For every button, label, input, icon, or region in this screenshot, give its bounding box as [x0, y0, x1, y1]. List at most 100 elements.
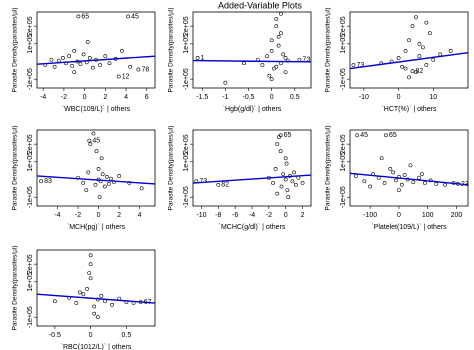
- x-tick-label: -10: [196, 212, 206, 219]
- point: [106, 182, 111, 186]
- y-axis-label: Parasite Density(parasites/µl): [12, 7, 19, 92]
- point: [274, 64, 279, 69]
- labeled-point: [87, 138, 92, 143]
- point: [379, 156, 384, 161]
- x-tick-label: 4: [124, 94, 128, 101]
- point: [108, 176, 113, 181]
- x-tick-label: 0.5: [122, 332, 132, 339]
- point: [88, 142, 93, 147]
- point: [92, 304, 97, 309]
- fit-line: [192, 174, 312, 184]
- point: [92, 311, 97, 316]
- point: [283, 177, 288, 182]
- point: [128, 64, 133, 69]
- point: [279, 11, 283, 16]
- point: [96, 166, 101, 171]
- point: [391, 170, 396, 175]
- point: [242, 61, 246, 66]
- point: [93, 182, 98, 187]
- point: [396, 56, 401, 60]
- point: [85, 40, 90, 44]
- labeled-point: [76, 14, 81, 19]
- point: [382, 181, 387, 185]
- point: [411, 180, 416, 185]
- point: [81, 52, 86, 57]
- point-label: 73: [302, 57, 310, 64]
- point: [84, 188, 89, 192]
- labeled-point: [216, 182, 221, 187]
- point: [286, 195, 291, 200]
- point: [417, 175, 421, 180]
- labeled-point: [351, 63, 356, 67]
- point: [403, 48, 408, 53]
- x-tick-label: -2: [75, 212, 81, 219]
- point: [431, 57, 436, 62]
- point: [127, 181, 132, 185]
- y-tick-label: -1e+05: [27, 306, 34, 328]
- x-tick-label: -1: [222, 94, 228, 101]
- point: [424, 20, 429, 25]
- point: [90, 65, 95, 70]
- point: [427, 31, 432, 36]
- labeled-point: [126, 14, 130, 19]
- point: [281, 172, 286, 177]
- point: [269, 38, 274, 43]
- point: [285, 188, 290, 192]
- x-tick-label: 0: [397, 94, 401, 101]
- x-tick-label: 0: [284, 212, 288, 219]
- point: [292, 170, 297, 175]
- plot-frame: [36, 11, 156, 89]
- x-tick-label: -2: [61, 94, 67, 101]
- labeled-point: [410, 69, 415, 74]
- y-tick-label: -1e+05: [340, 186, 347, 208]
- y-tick-label: 2e+05: [27, 16, 34, 36]
- point: [420, 172, 424, 177]
- plot-frame: [36, 249, 156, 327]
- point-label: 73: [356, 62, 364, 69]
- point: [117, 174, 121, 178]
- point: [394, 178, 398, 183]
- x-axis-label: `WBC(109/L)` | others: [62, 106, 131, 113]
- y-tick-label: 1e+05: [340, 152, 347, 172]
- figure-title: Added-Variable Plots: [218, 0, 302, 10]
- point: [448, 48, 453, 53]
- point: [278, 149, 283, 154]
- y-tick-label: 1e+05: [27, 272, 34, 292]
- point: [407, 38, 411, 43]
- x-tick-label: 2: [301, 212, 305, 219]
- plot-frame: [349, 129, 469, 207]
- x-tick-label: 0: [397, 212, 401, 219]
- point: [119, 48, 124, 53]
- point-label: 82: [415, 68, 423, 75]
- y-tick-label: 2e+05: [27, 134, 34, 154]
- point: [97, 195, 102, 200]
- point: [70, 64, 75, 68]
- x-tick-label: 0: [97, 212, 101, 219]
- labeled-point: [195, 56, 200, 60]
- fit-line: [36, 55, 156, 65]
- y-axis-label: Parasite Density(parasites/µl): [325, 125, 332, 210]
- point: [276, 34, 281, 39]
- point: [276, 43, 281, 48]
- y-tick-label: 1e+05: [27, 152, 34, 172]
- y-tick-label: -1e+05: [183, 68, 190, 90]
- point-label: 65: [389, 132, 397, 139]
- point: [49, 57, 54, 62]
- point: [273, 166, 278, 171]
- point: [86, 170, 91, 175]
- y-tick-label: 2e+05: [183, 134, 190, 154]
- point: [88, 262, 93, 267]
- point: [269, 77, 274, 82]
- y-tick-label: 1e+05: [183, 152, 190, 172]
- point: [275, 191, 280, 196]
- point: [362, 179, 367, 184]
- point: [72, 48, 77, 53]
- point: [417, 54, 422, 59]
- labeled-point: [278, 133, 283, 138]
- point: [388, 166, 393, 171]
- x-tick-label: -2: [266, 212, 272, 219]
- point: [78, 62, 83, 67]
- y-tick-label: 1e+05: [340, 34, 347, 54]
- point: [104, 174, 109, 179]
